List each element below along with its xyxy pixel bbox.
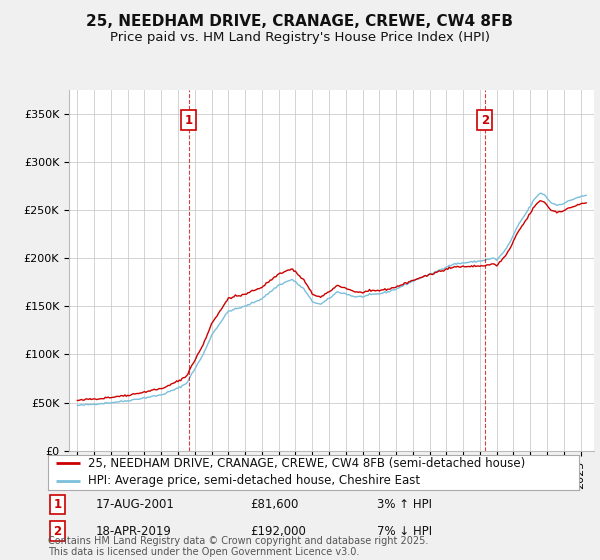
Text: 1: 1 bbox=[53, 498, 61, 511]
Text: 17-AUG-2001: 17-AUG-2001 bbox=[96, 498, 175, 511]
Text: 7% ↓ HPI: 7% ↓ HPI bbox=[377, 525, 433, 538]
Text: 2: 2 bbox=[481, 114, 489, 127]
Text: 25, NEEDHAM DRIVE, CRANAGE, CREWE, CW4 8FB (semi-detached house): 25, NEEDHAM DRIVE, CRANAGE, CREWE, CW4 8… bbox=[88, 457, 525, 470]
Text: 1: 1 bbox=[185, 114, 193, 127]
Text: Price paid vs. HM Land Registry's House Price Index (HPI): Price paid vs. HM Land Registry's House … bbox=[110, 31, 490, 44]
Text: Contains HM Land Registry data © Crown copyright and database right 2025.
This d: Contains HM Land Registry data © Crown c… bbox=[48, 535, 428, 557]
Text: 3% ↑ HPI: 3% ↑ HPI bbox=[377, 498, 432, 511]
Text: £81,600: £81,600 bbox=[250, 498, 298, 511]
Text: HPI: Average price, semi-detached house, Cheshire East: HPI: Average price, semi-detached house,… bbox=[88, 474, 420, 487]
Text: 25, NEEDHAM DRIVE, CRANAGE, CREWE, CW4 8FB: 25, NEEDHAM DRIVE, CRANAGE, CREWE, CW4 8… bbox=[86, 14, 514, 29]
Text: £192,000: £192,000 bbox=[250, 525, 305, 538]
Text: 2: 2 bbox=[53, 525, 61, 538]
Text: 18-APR-2019: 18-APR-2019 bbox=[96, 525, 172, 538]
